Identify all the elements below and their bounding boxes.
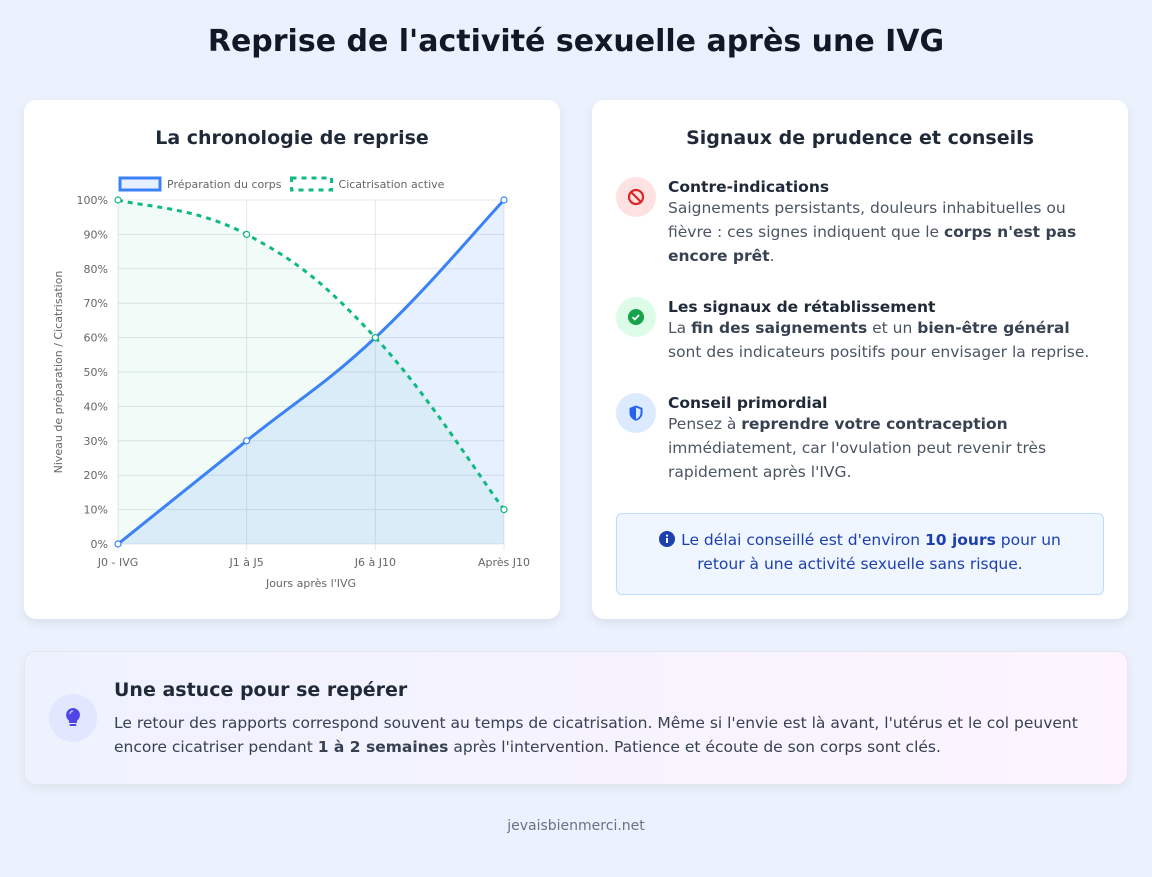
x-axis-label: Jours après l'IVG bbox=[265, 577, 356, 590]
data-point bbox=[114, 540, 122, 548]
x-tick-label: J1 à J5 bbox=[229, 556, 264, 569]
y-tick-label: 70% bbox=[84, 297, 108, 310]
y-tick-label: 30% bbox=[84, 435, 108, 448]
data-point bbox=[371, 334, 379, 342]
y-tick-label: 80% bbox=[84, 263, 108, 276]
legend-label: Cicatrisation active bbox=[339, 178, 445, 191]
ban-icon bbox=[616, 177, 656, 217]
lightbulb-icon bbox=[49, 694, 97, 742]
signal-title: Conseil primordial bbox=[668, 394, 828, 412]
signal-text: Pensez à reprendre votre contraception i… bbox=[668, 415, 1047, 481]
shield-icon bbox=[616, 393, 656, 433]
series-area bbox=[118, 200, 504, 544]
series-line bbox=[117, 198, 506, 511]
legend-swatch bbox=[290, 176, 334, 192]
signal-advice: Conseil primordial Pensez à reprendre vo… bbox=[616, 393, 1108, 484]
legend-label: Préparation du corps bbox=[167, 178, 282, 191]
signal-text: La fin des saignements et un bien-être g… bbox=[668, 319, 1090, 361]
signal-text: Saignements persistants, douleurs inhabi… bbox=[668, 199, 1077, 265]
legend-swatch bbox=[118, 176, 162, 192]
y-tick-label: 60% bbox=[84, 332, 108, 345]
info-box: Le délai conseillé est d'environ 10 jour… bbox=[616, 513, 1104, 595]
chart-card-title: La chronologie de reprise bbox=[155, 127, 429, 149]
signals-card: Signaux de prudence et conseils Contre-i… bbox=[592, 100, 1128, 619]
info-icon bbox=[659, 531, 676, 547]
tip-text: Le retour des rapports correspond souven… bbox=[114, 714, 1078, 756]
y-tick-label: 0% bbox=[91, 538, 108, 551]
check-circle-icon bbox=[616, 297, 656, 337]
signal-recovery: Les signaux de rétablissement La fin des… bbox=[616, 297, 1108, 364]
y-tick-label: 100% bbox=[77, 194, 108, 207]
x-tick-label: J0 - IVG bbox=[97, 556, 139, 569]
chart: 0% 10% 20% 30% 40% 50% 60% 70% 80% 90% 100% J0 - IV… bbox=[52, 176, 530, 590]
data-point bbox=[114, 196, 122, 204]
x-tick-label: Après J10 bbox=[478, 556, 530, 569]
footer-site[interactable]: jevaisbienmerci.net bbox=[507, 818, 645, 834]
tip-card: Une astuce pour se repérer Le retour des… bbox=[24, 651, 1128, 785]
x-tick-label: J6 à J10 bbox=[354, 556, 396, 569]
signal-title: Contre-indications bbox=[668, 178, 830, 196]
y-axis-label: Niveau de préparation / Cicatrisation bbox=[52, 271, 65, 474]
data-point bbox=[500, 506, 508, 514]
y-tick-label: 50% bbox=[84, 366, 108, 379]
data-point bbox=[500, 196, 508, 204]
signals-title: Signaux de prudence et conseils bbox=[686, 127, 1034, 149]
y-tick-label: 40% bbox=[84, 400, 108, 413]
y-tick-label: 20% bbox=[84, 469, 108, 482]
tip-title: Une astuce pour se repérer bbox=[114, 679, 408, 701]
data-point bbox=[243, 230, 251, 239]
y-tick-label: 10% bbox=[84, 504, 108, 517]
series-area bbox=[118, 200, 504, 544]
series-line bbox=[117, 198, 506, 546]
signal-title: Les signaux de rétablissement bbox=[668, 298, 936, 316]
y-tick-label: 90% bbox=[84, 228, 108, 241]
page-title: Reprise de l'activité sexuelle après une… bbox=[207, 24, 945, 59]
chart-card: La chronologie de reprise 0% 10% 20% 30% 40%… bbox=[24, 100, 560, 619]
signal-contra-indications: Contre-indications Saignements persistan… bbox=[616, 177, 1108, 268]
data-point bbox=[243, 437, 251, 445]
